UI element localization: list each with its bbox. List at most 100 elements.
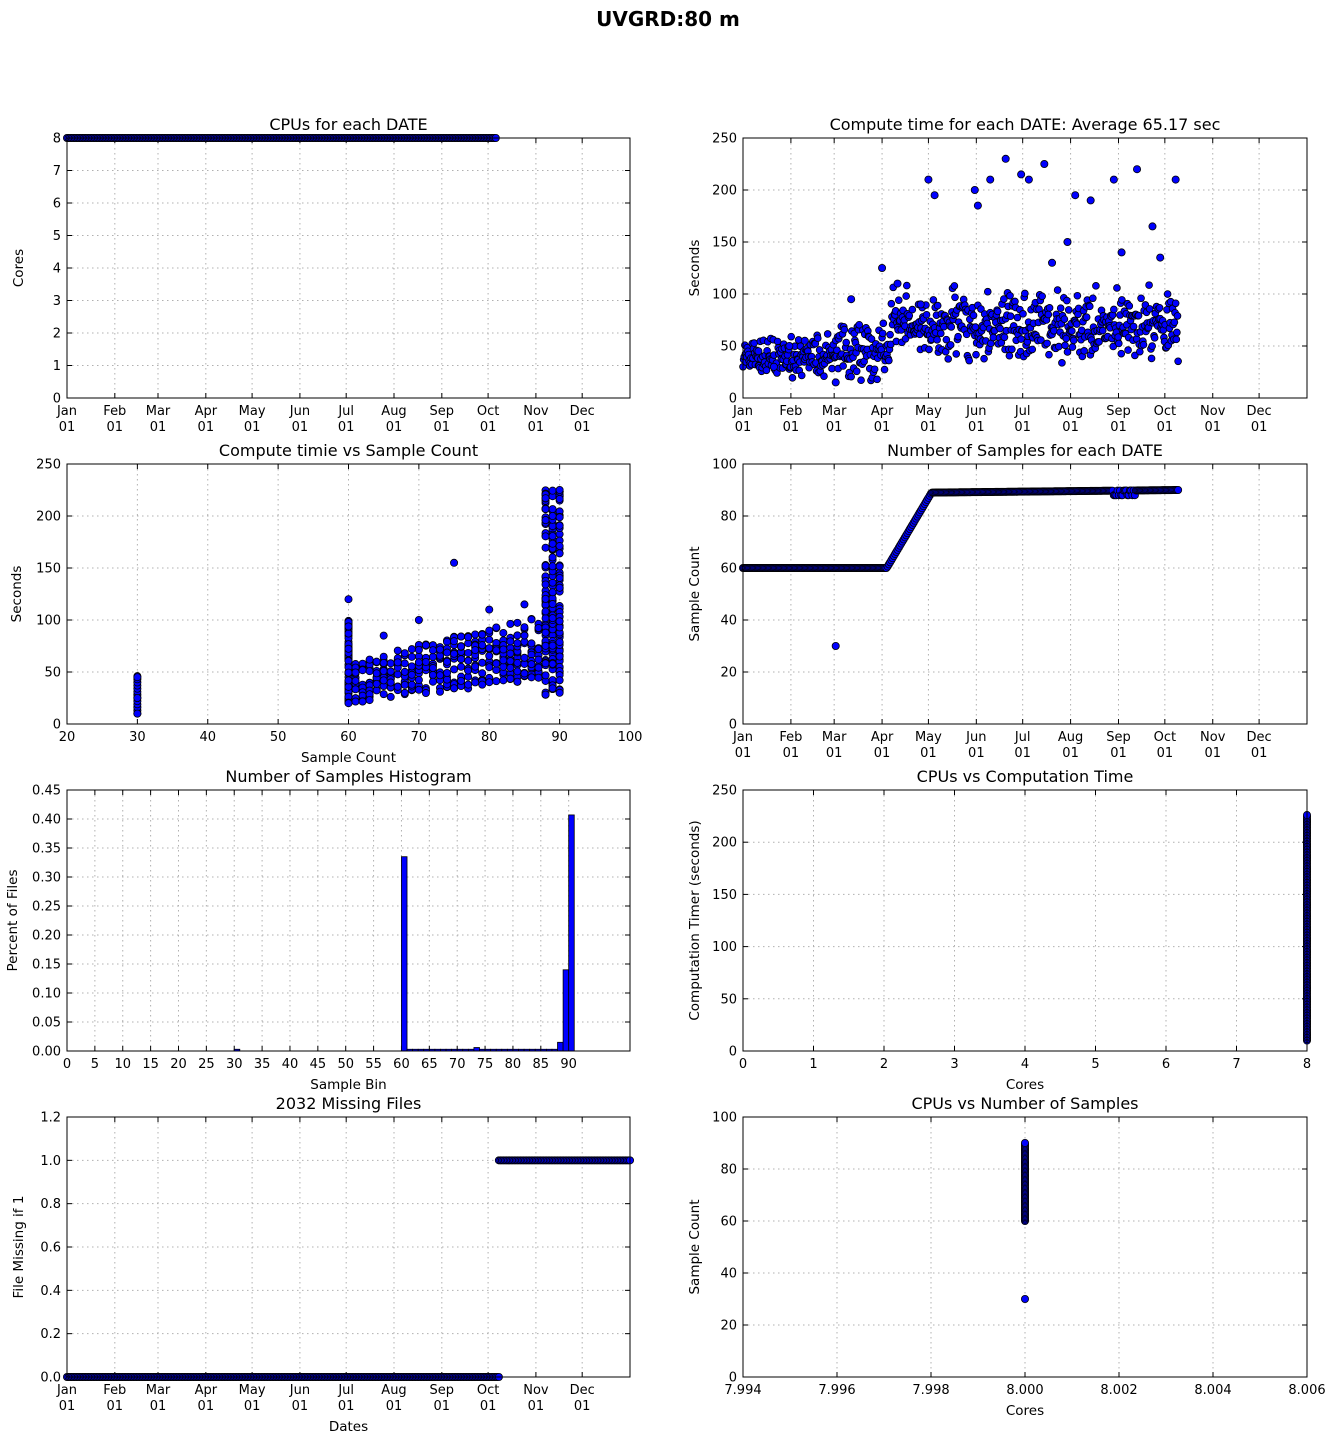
data-point [344,676,353,685]
y-tick-label: 0.35 [32,842,61,857]
data-point [1028,345,1037,354]
data-point [1092,282,1100,290]
x-tick-label: 01 [826,420,843,435]
data-point [828,364,836,373]
data-point [878,263,887,272]
data-point [940,322,948,331]
x-tick-label: Dec [570,404,595,419]
data-point [457,676,466,685]
data-point [485,626,494,635]
data-point [428,670,437,679]
data-point [478,658,487,667]
x-tick-label: Dec [1247,730,1272,745]
x-tick-label: 7 [1232,1057,1240,1072]
plot-frame [742,789,1308,1052]
data-point [541,671,550,680]
y-tick-label: 20 [720,1319,737,1334]
data-point [548,532,557,541]
x-tick-label: May [915,730,942,745]
x-tick-label: Apr [871,404,894,419]
data-point [878,329,887,338]
y-tick-label: 250 [36,458,61,473]
data-point [492,677,501,686]
data-point [1005,351,1014,360]
data-point [541,516,550,525]
data-point [133,694,142,703]
data-point [1145,305,1154,313]
data-point [1117,248,1126,257]
x-tick-label: 01 [1110,420,1127,435]
x-tick-label: Mar [822,404,847,419]
x-tick-label: 01 [150,1399,167,1414]
x-tick-label: 01 [434,420,451,435]
x-tick-label: Jan [732,730,753,745]
x-tick-label: 01 [574,1399,591,1414]
histogram-bar [562,969,570,1052]
y-tick-label: 0.05 [32,1016,61,1031]
x-tick-label: 01 [1157,420,1174,435]
x-tick-label: 20 [59,730,76,745]
x-tick-label: 01 [434,1399,451,1414]
data-point [1098,326,1107,335]
y-tick-label: 250 [712,132,737,147]
data-point [541,614,550,623]
x-tick-label: 01 [107,420,124,435]
data-point [879,319,888,328]
data-point [428,677,437,686]
data-point [133,709,142,718]
y-tick-label: 1.0 [40,1154,61,1169]
x-tick-label: 85 [533,1057,550,1072]
data-point [548,614,557,623]
data-point [555,573,564,582]
data-point [428,664,437,673]
x-tick-label: 3 [950,1057,958,1072]
chart-p2: Compute time for each DATE: Average 65.1… [687,115,1308,435]
data-point [513,677,522,686]
chart-p6: CPUs vs Computation Time 0 50 100 150 200 250 0… [687,767,1311,1093]
y-tick-label: 0.15 [32,958,61,973]
data-point [520,623,529,632]
data-point [457,632,466,641]
data-point [499,628,508,637]
data-point [1063,237,1072,246]
data-point [548,578,557,587]
x-tick-label: 60 [340,730,357,745]
data-point [1006,292,1014,300]
x-tick-label: Jan [56,404,77,419]
data-point [541,580,550,589]
data-point [548,684,557,693]
data-point [769,362,778,371]
y-tick-label: 40 [720,1267,737,1282]
x-tick-label: 01 [735,420,752,435]
data-point [344,595,353,604]
data-point [478,680,487,689]
x-tick-label: 01 [735,746,752,761]
plot-title: Number of Samples for each DATE [887,441,1163,460]
y-tick-label: 0 [729,1045,737,1060]
data-point [1043,339,1051,348]
y-tick-label: 20 [720,666,737,681]
y-tick-label: 1 [53,359,61,374]
data-point [443,675,452,684]
data-point [973,201,982,210]
data-point [1110,305,1118,314]
y-tick-label: 0.00 [32,1045,61,1060]
data-point [443,648,452,657]
data-point [989,333,998,342]
y-tick-label: 0.45 [32,784,61,799]
data-point [485,678,494,687]
data-point [800,336,809,345]
y-tick-label: 0.10 [32,987,61,1002]
data-point [534,645,543,654]
data-point [1172,335,1181,344]
data-point [1037,336,1045,344]
data-point [946,341,955,349]
x-tick-label: Oct [1154,404,1176,419]
x-tick-label: 7.996 [818,1383,855,1398]
x-tick-label: 45 [310,1057,327,1072]
data-point [1148,342,1156,350]
data-point [457,655,466,664]
data-point [386,678,395,687]
data-point [365,696,374,705]
data-point [520,669,529,678]
